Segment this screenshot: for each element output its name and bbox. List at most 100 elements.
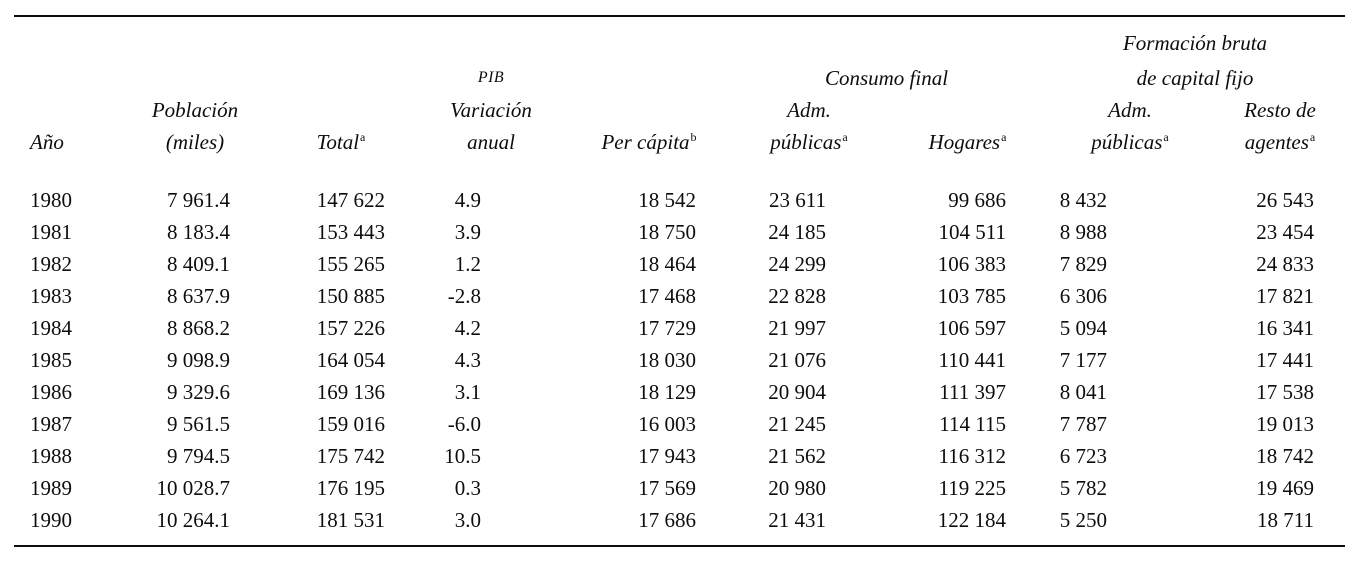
cell-formacion_adm: 7 829 [1059,252,1107,276]
col-header-ano: Año [14,126,120,158]
col-header-per-capita: Per cápitab [570,126,728,158]
cell-consumo_hogares: 122 184 [937,508,1006,532]
cell-variacion: 4.9 [454,188,481,212]
cell-formacion_adm: 7 177 [1059,348,1107,372]
cell-consumo_hogares: 111 397 [939,380,1006,404]
cell-total: 147 622 [316,188,385,212]
cell-consumo_hogares: 99 686 [948,188,1006,212]
header-spacer [14,94,120,126]
hogares-footnote-marker: a [1001,130,1007,144]
total-label: Total [316,130,360,154]
per-capita-label: Per cápita [601,130,690,154]
hogares-label: Hogares [928,130,1001,154]
cell-formacion_resto: 18 711 [1257,508,1315,532]
cell-total: 157 226 [316,316,385,340]
header-spacer [14,59,412,94]
cell-ano: 1988 [30,444,72,468]
cell-consumo_hogares: 119 225 [938,476,1006,500]
col-header-resto-line1: Resto de [1215,94,1345,126]
cell-ano: 1984 [30,316,72,340]
cell-consumo_adm: 21 431 [768,508,826,532]
cell-total: 176 195 [316,476,385,500]
cell-variacion: 0.3 [454,476,481,500]
publicas-formacion-footnote-marker: a [1163,130,1169,144]
cell-consumo_adm: 24 185 [768,220,826,244]
cell-per_capita: 18 464 [638,252,696,276]
col-header-agentes: agentesa [1215,126,1345,158]
cell-consumo_adm: 24 299 [768,252,826,276]
cell-formacion_adm: 8 988 [1059,220,1107,244]
cell-variacion: 4.3 [454,348,481,372]
col-header-poblacion-line1: Población [120,94,270,126]
cell-consumo_adm: 22 828 [768,284,826,308]
cell-consumo_hogares: 103 785 [937,284,1006,308]
cell-formacion_resto: 17 441 [1256,348,1315,372]
cell-ano: 1983 [30,284,72,308]
cell-per_capita: 17 569 [638,476,696,500]
cell-formacion_adm: 6 306 [1059,284,1107,308]
cell-formacion_adm: 5 250 [1059,508,1107,532]
cell-formacion_adm: 8 041 [1059,380,1107,404]
resto-de-label: Resto de [1244,98,1316,122]
col-header-poblacion-line2: (miles) [120,126,270,158]
header-spacer [570,59,728,94]
anual-label: anual [467,130,515,154]
col-header-total: Totala [270,126,412,158]
cell-per_capita: 17 943 [638,444,696,468]
cell-per_capita: 18 030 [638,348,696,372]
adm-consumo-label: Adm. [787,98,831,122]
cell-formacion_adm: 8 432 [1059,188,1107,212]
cell-total: 150 885 [316,284,385,308]
cell-variacion: -2.8 [447,284,481,308]
cell-poblacion: 8 868.2 [167,316,230,340]
cell-poblacion: 9 329.6 [167,380,230,404]
publicas-consumo-footnote-marker: a [842,130,848,144]
cell-poblacion: 10 264.1 [156,508,231,532]
table-header: Formación bruta PIB Consumo final de cap… [14,16,1345,158]
cell-variacion: 3.0 [454,508,481,532]
table-row: 1982 8 409.1 155 265 1.2 18 464 24 299 106 383… [14,248,1345,280]
pib-label: PIB [477,69,505,86]
cell-poblacion: 8 183.4 [167,220,230,244]
cell-per_capita: 17 468 [638,284,696,308]
cell-ano: 1982 [30,252,72,276]
col-header-adm-consumo-line1: Adm. [728,94,890,126]
cell-consumo_adm: 21 997 [768,316,826,340]
cell-ano: 1985 [30,348,72,372]
cell-formacion_resto: 24 833 [1256,252,1315,276]
cell-variacion: -6.0 [447,412,481,436]
cell-formacion_adm: 5 782 [1059,476,1107,500]
per-capita-footnote-marker: b [690,130,697,144]
cell-formacion_resto: 16 341 [1256,316,1315,340]
cell-poblacion: 9 098.9 [167,348,230,372]
cell-per_capita: 18 542 [638,188,696,212]
publicas-consumo-label: públicas [770,130,842,154]
table-row: 1986 9 329.6 169 136 3.1 18 129 20 904 111 397… [14,376,1345,408]
cell-per_capita: 16 003 [638,412,696,436]
header-row-sub-top: Población Variación Adm. Adm. Resto de [14,94,1345,126]
formacion-bruta-line2-label: de capital fijo [1136,66,1254,90]
cell-poblacion: 8 637.9 [167,284,230,308]
cell-consumo_hogares: 106 597 [937,316,1006,340]
header-row-group-top: Formación bruta [14,16,1345,59]
cell-total: 159 016 [316,412,385,436]
document-page: Formación bruta PIB Consumo final de cap… [14,15,1346,547]
agentes-label: agentes [1244,130,1309,154]
cell-consumo_hogares: 116 312 [938,444,1006,468]
cell-per_capita: 18 129 [638,380,696,404]
agentes-footnote-marker: a [1309,130,1316,144]
cell-formacion_resto: 19 469 [1256,476,1315,500]
cell-variacion: 10.5 [444,444,481,468]
publicas-formacion-label: públicas [1091,130,1163,154]
cell-formacion_adm: 6 723 [1059,444,1107,468]
cell-per_capita: 17 686 [638,508,696,532]
cell-consumo_adm: 21 245 [768,412,826,436]
group-header-capital-fijo: de capital fijo [1045,59,1345,94]
table-row: 1990 10 264.1 181 531 3.0 17 686 21 431 122 18… [14,504,1345,546]
cell-total: 181 531 [316,508,385,532]
cell-ano: 1987 [30,412,72,436]
group-header-pib: PIB [412,59,570,94]
cell-poblacion: 8 409.1 [167,252,230,276]
table-row: 1984 8 868.2 157 226 4.2 17 729 21 997 106 597… [14,312,1345,344]
cell-total: 164 054 [316,348,385,372]
